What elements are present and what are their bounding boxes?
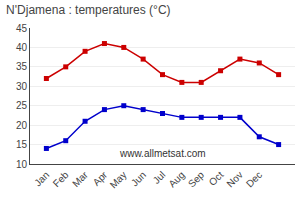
svg-text:N'Djamena : temperatures (°C): N'Djamena : temperatures (°C) (6, 3, 170, 17)
svg-text:Feb: Feb (51, 169, 71, 189)
svg-text:Mar: Mar (70, 169, 90, 189)
svg-text:20: 20 (16, 120, 28, 131)
svg-text:Jan: Jan (32, 169, 51, 188)
svg-text:Jun: Jun (129, 169, 148, 188)
svg-text:25: 25 (16, 100, 28, 111)
svg-text:Jul: Jul (151, 169, 168, 186)
svg-text:15: 15 (16, 139, 28, 150)
svg-text:Aug: Aug (166, 169, 186, 189)
svg-text:40: 40 (16, 42, 28, 53)
svg-text:Nov: Nov (225, 169, 245, 189)
svg-text:May: May (108, 169, 129, 190)
svg-text:Oct: Oct (207, 169, 226, 188)
svg-text:30: 30 (16, 81, 28, 92)
svg-text:Dec: Dec (244, 169, 264, 189)
svg-text:Apr: Apr (91, 169, 110, 188)
svg-text:www.allmetsat.com: www.allmetsat.com (119, 148, 206, 159)
svg-text:35: 35 (16, 61, 28, 72)
svg-text:Sep: Sep (186, 169, 207, 190)
svg-text:45: 45 (16, 23, 28, 34)
svg-text:10: 10 (16, 159, 28, 170)
